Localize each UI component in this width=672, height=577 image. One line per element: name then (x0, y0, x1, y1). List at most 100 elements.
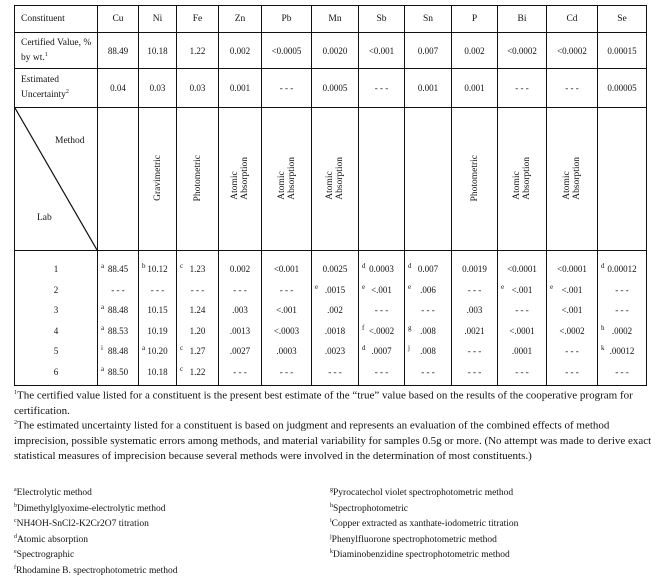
value: .0002 (612, 326, 632, 336)
lab-3-value: .003 (452, 300, 497, 321)
footnote-text: Copper extracted as xanthate-iodometric … (332, 519, 519, 529)
value: - - - (111, 285, 125, 295)
value: <.0002 (369, 326, 394, 336)
footnote-text: Diaminobenzidine spectrophotometric meth… (333, 550, 510, 560)
certified-zn: 0.002 (219, 33, 262, 69)
value: .008 (420, 326, 436, 336)
uncertainty-se: 0.00005 (598, 69, 647, 108)
footnote-text: Spectrographic (17, 550, 75, 560)
lab-6-value: - - - (452, 362, 497, 383)
method-text: Atomic Absorption (562, 157, 582, 200)
value: <.0001 (509, 326, 534, 336)
value: - - - (233, 367, 247, 377)
lab-3-value: .003 (219, 300, 261, 321)
value: 10.12 (147, 264, 167, 274)
value: - - - (375, 367, 389, 377)
lab-3-value: - - - (598, 300, 646, 321)
value: - - - (233, 285, 247, 295)
lab-5-value: .0001 (498, 341, 546, 362)
method-note: e (362, 277, 365, 298)
lab-1-value: 0.0025 (312, 259, 358, 280)
value: - - - (615, 305, 629, 315)
lab-3-value: <.001 (262, 300, 311, 321)
certified-sn: 0.007 (405, 33, 452, 69)
method-footnote: kDiaminobenzidine spectrophotometric met… (330, 546, 518, 562)
method-note: k (601, 338, 605, 359)
method-lab-cell: Method Lab (15, 108, 98, 251)
lab-2-value: e <.001 (359, 280, 404, 301)
lab-5-value: - - - (452, 341, 497, 362)
value: 88.48 (108, 305, 128, 315)
method-cu (98, 108, 139, 251)
value: <.001 (276, 305, 297, 315)
results-zn: 0.002- - -.003.0013.0027- - - (219, 251, 262, 386)
certified-se: 0.00015 (598, 33, 647, 69)
method-note: a (101, 359, 104, 380)
method-note: a (101, 256, 104, 277)
lab-6-value: - - - (219, 362, 261, 383)
constituent-header: Constituent (15, 6, 98, 33)
value: 1.20 (190, 326, 206, 336)
value: 10.18 (147, 367, 167, 377)
uncertainty-mn: 0.0005 (312, 69, 359, 108)
lab-5-value: d.0007 (359, 341, 404, 362)
value: 10.20 (147, 346, 167, 356)
method-footnote: gPyrocatechol violet spectrophotometric … (330, 484, 518, 500)
lab-2-value: - - - (262, 280, 311, 301)
footnote-1: 1The certified value listed for a consti… (14, 386, 664, 419)
lab-5-value: k .00012 (598, 341, 646, 362)
column-header-pb: Pb (262, 6, 312, 33)
value: .0021 (464, 326, 484, 336)
lab-4-value: .0018 (312, 321, 358, 342)
value: <0.001 (274, 264, 299, 274)
method-note: a (101, 297, 104, 318)
value: 88.53 (108, 326, 128, 336)
lab-4-value: a 88.53 (98, 321, 138, 342)
footnote-text: Rhodamine B. spectrophotometric method (16, 566, 177, 576)
method-note: d (601, 256, 605, 277)
method-footnote: hSpectrophotometric (330, 500, 518, 516)
value: - - - (328, 367, 342, 377)
value: <0.0001 (507, 264, 537, 274)
lab-2-value: - - - (452, 280, 497, 301)
lab-1-value: <0.001 (262, 259, 311, 280)
value: .00012 (610, 346, 635, 356)
lab-4-value: <.0001 (498, 321, 546, 342)
value: - - - (468, 367, 482, 377)
method-note: a (101, 318, 104, 339)
lab-5-value: .0027 (219, 341, 261, 362)
value: <0.0001 (557, 264, 587, 274)
lab-6-value: - - - (405, 362, 451, 383)
certified-pb: <0.0005 (262, 33, 312, 69)
lab-1-value: 0.0019 (452, 259, 497, 280)
value: - - - (191, 285, 205, 295)
value: 0.00012 (607, 264, 636, 274)
lab-4-value: .0013 (219, 321, 261, 342)
lab-5-value: j.008 (405, 341, 451, 362)
column-header-sb: Sb (359, 6, 405, 33)
lab-2-value: - - - (598, 280, 646, 301)
lab-3-value: .002 (312, 300, 358, 321)
value: 1.22 (190, 367, 206, 377)
value: <.001 (562, 305, 583, 315)
lab-2-value: - - - (139, 280, 176, 301)
uncertainty-bi: - - - (498, 69, 547, 108)
method-text: Atomic Absorption (230, 157, 250, 200)
value: - - - (565, 367, 579, 377)
method-text: Atomic Absorption (277, 157, 297, 200)
value: <.001 (371, 285, 392, 295)
column-header-mn: Mn (312, 6, 359, 33)
lab-5-value: .0003 (262, 341, 311, 362)
method-zn: Atomic Absorption (219, 108, 262, 251)
method-footnote: eSpectrographic (14, 546, 177, 562)
lab-5-value: .0023 (312, 341, 358, 362)
value: 10.19 (147, 326, 167, 336)
uncertainty-cd: - - - (547, 69, 598, 108)
lab-number: 3 (15, 300, 97, 321)
